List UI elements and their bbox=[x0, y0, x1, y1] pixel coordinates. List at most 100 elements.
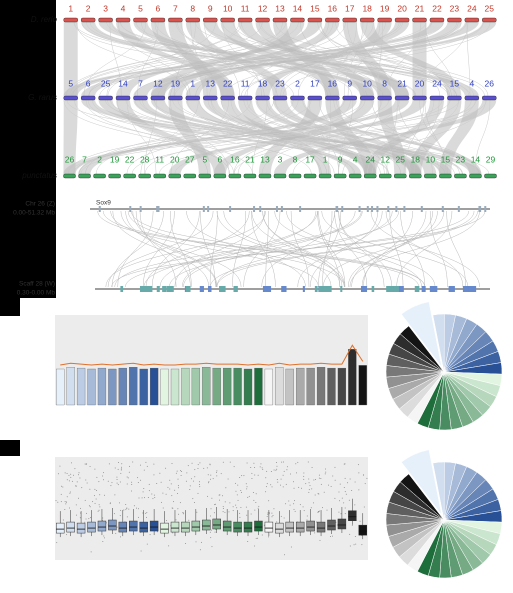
chromosome-label: 14 bbox=[118, 78, 128, 88]
box bbox=[295, 521, 305, 533]
outlier bbox=[308, 478, 310, 480]
outlier bbox=[334, 497, 336, 499]
outlier bbox=[271, 512, 273, 514]
chromosome bbox=[363, 173, 377, 179]
outlier bbox=[293, 487, 295, 489]
synteny-line bbox=[342, 99, 460, 175]
outlier bbox=[255, 501, 257, 503]
outlier bbox=[57, 501, 59, 503]
outlier bbox=[114, 467, 116, 469]
outlier bbox=[354, 504, 356, 506]
outlier bbox=[294, 500, 296, 502]
outlier bbox=[61, 485, 63, 487]
w-name: Scaff 28 (W) bbox=[19, 281, 55, 288]
outlier bbox=[167, 486, 169, 488]
outlier bbox=[225, 487, 227, 489]
chromosome-label: 17 bbox=[310, 78, 320, 88]
outlier bbox=[254, 509, 256, 511]
chromosome bbox=[255, 17, 270, 23]
outlier bbox=[330, 485, 332, 487]
outlier bbox=[179, 502, 181, 504]
outlier bbox=[85, 479, 87, 481]
outlier bbox=[111, 482, 113, 484]
chromosome-label: 22 bbox=[125, 154, 135, 164]
chromosome-label: 1 bbox=[190, 78, 195, 88]
outlier bbox=[162, 507, 164, 509]
outlier bbox=[93, 495, 95, 497]
outlier bbox=[95, 498, 97, 500]
outlier bbox=[162, 492, 164, 494]
chromosome bbox=[255, 95, 270, 101]
bar bbox=[327, 367, 336, 406]
chromosome bbox=[360, 17, 375, 23]
outlier bbox=[324, 473, 326, 475]
outlier bbox=[315, 521, 317, 523]
zw-link bbox=[120, 210, 242, 288]
outlier bbox=[74, 468, 76, 470]
synteny-ribbon bbox=[342, 22, 392, 96]
outlier bbox=[199, 462, 201, 464]
outlier bbox=[97, 510, 99, 512]
outlier bbox=[153, 474, 155, 476]
outlier bbox=[338, 491, 340, 493]
chromosome bbox=[185, 95, 200, 101]
chromosome-label: 11 bbox=[241, 78, 250, 88]
outlier bbox=[290, 473, 292, 475]
synteny-line bbox=[422, 21, 469, 97]
outlier bbox=[247, 496, 249, 498]
zw-link bbox=[181, 210, 317, 288]
zw-link bbox=[309, 210, 379, 288]
outlier bbox=[351, 489, 353, 491]
chromosome bbox=[108, 173, 121, 179]
outlier bbox=[281, 461, 283, 463]
outlier bbox=[339, 483, 341, 485]
z-gene bbox=[259, 206, 262, 212]
outlier bbox=[282, 474, 284, 476]
chromosome bbox=[168, 95, 183, 101]
outlier bbox=[216, 471, 218, 473]
outlier bbox=[323, 491, 325, 493]
synteny-ribbon bbox=[255, 100, 422, 174]
bar bbox=[97, 367, 107, 406]
chromosome-label: 10 bbox=[223, 3, 233, 13]
chromosome-label: 2 bbox=[295, 78, 300, 88]
outlier bbox=[160, 501, 162, 503]
outlier bbox=[349, 545, 351, 547]
outlier bbox=[348, 499, 350, 501]
bar bbox=[66, 367, 75, 406]
synteny-line bbox=[106, 21, 216, 97]
chromosome bbox=[412, 17, 427, 23]
synteny-line bbox=[398, 99, 433, 175]
chromosome-label: 25 bbox=[396, 154, 406, 164]
outlier bbox=[165, 493, 167, 495]
synteny-line bbox=[69, 99, 451, 175]
outlier bbox=[276, 521, 278, 523]
outlier bbox=[305, 483, 307, 485]
chromosome-label: 26 bbox=[485, 78, 495, 88]
outlier bbox=[118, 462, 120, 464]
synteny-ribbon bbox=[81, 22, 479, 96]
synteny-ribbon bbox=[168, 100, 427, 174]
outlier bbox=[188, 519, 190, 521]
chromosome-label: 14 bbox=[471, 154, 481, 164]
synteny-ribbon bbox=[150, 22, 305, 96]
outlier bbox=[85, 518, 87, 520]
outlier bbox=[241, 475, 243, 477]
bar bbox=[108, 368, 117, 406]
outlier bbox=[257, 507, 259, 509]
box bbox=[316, 521, 326, 533]
chromosome bbox=[80, 17, 96, 23]
outlier bbox=[345, 493, 347, 495]
outlier bbox=[146, 465, 148, 467]
z-gene bbox=[299, 206, 302, 212]
synteny-line bbox=[144, 99, 157, 175]
outlier bbox=[251, 478, 253, 480]
outlier bbox=[218, 499, 220, 501]
outlier bbox=[126, 483, 128, 485]
outlier bbox=[96, 476, 98, 478]
synteny-ribbon bbox=[116, 100, 226, 174]
zw-link bbox=[400, 210, 425, 288]
outlier bbox=[363, 474, 365, 476]
synteny-ribbon bbox=[116, 22, 235, 96]
zw-link bbox=[370, 210, 480, 288]
